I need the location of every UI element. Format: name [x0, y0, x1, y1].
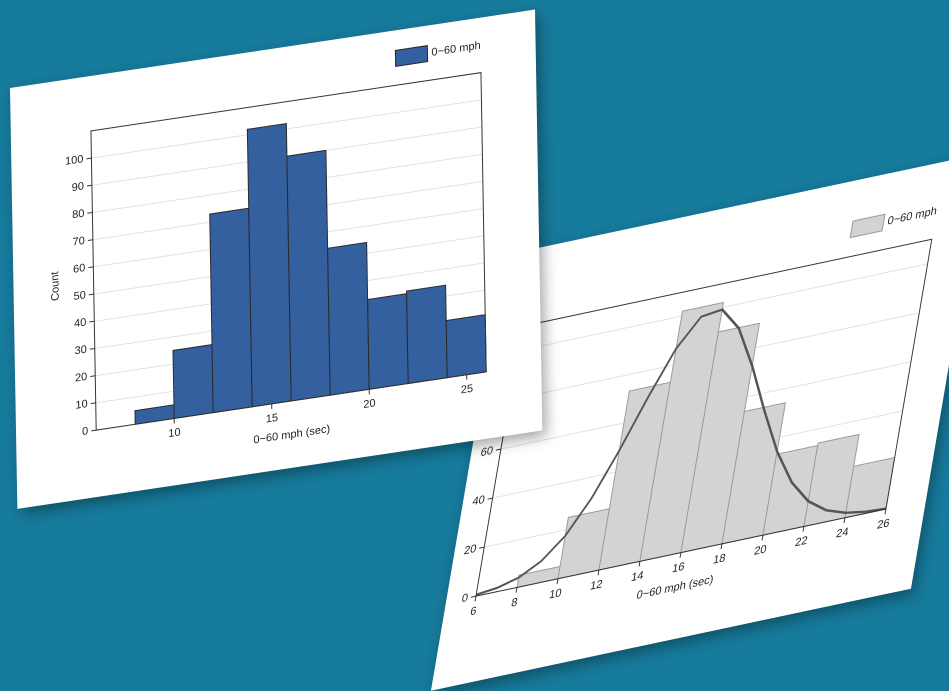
bar	[247, 124, 291, 407]
y-tick-label: 0	[461, 592, 469, 605]
y-tick-label: 80	[72, 208, 84, 222]
x-tick	[885, 509, 886, 514]
bar	[407, 285, 448, 383]
chart: 0 10 20 30 40 50 60 70 80 90 100 10 15 20 25 0~60 mph (…	[10, 10, 542, 509]
legend-label: 0~60 mph	[887, 205, 938, 227]
y-tick-label: 100	[65, 153, 84, 168]
x-tick-label: 12	[589, 578, 603, 593]
x-tick-label: 18	[712, 552, 726, 567]
y-tick-label: 30	[74, 344, 86, 358]
y-tick	[90, 376, 95, 377]
bar	[173, 345, 213, 419]
x-tick-label: 24	[835, 526, 850, 541]
x-tick-label: 14	[630, 569, 645, 584]
y-tick-label: 20	[463, 543, 477, 558]
x-tick	[721, 544, 722, 549]
x-tick-label: 16	[671, 561, 685, 576]
bar	[446, 315, 486, 378]
chart-card: 0 10 20 30 40 50 60 70 80 90 100 10 15 20 25 0~60 mph (…	[10, 10, 542, 509]
y-tick-label: 0	[82, 425, 88, 438]
y-tick	[479, 547, 484, 548]
x-tick-label: 15	[266, 412, 278, 426]
legend-label: 0~60 mph	[431, 40, 480, 59]
y-tick-label: 50	[73, 289, 85, 303]
y-axis-label: Count	[49, 271, 61, 302]
x-tick-label: 10	[168, 426, 180, 440]
x-tick-label: 6	[469, 605, 477, 618]
x-axis-label: 0~60 mph (sec)	[636, 574, 715, 602]
x-tick	[803, 526, 804, 531]
y-tick	[90, 349, 95, 350]
y-tick	[89, 294, 94, 295]
y-tick-label: 90	[72, 180, 84, 194]
y-tick-label: 10	[75, 398, 87, 412]
x-tick-label: 20	[363, 397, 375, 411]
y-tick	[88, 267, 93, 268]
bar	[368, 294, 409, 390]
x-tick	[557, 579, 558, 584]
x-tick	[844, 518, 845, 523]
y-tick-label: 40	[74, 316, 86, 330]
y-tick	[89, 321, 94, 322]
y-tick	[488, 498, 493, 499]
y-tick	[91, 430, 96, 431]
y-tick	[88, 240, 93, 241]
x-tick-label: 25	[461, 383, 473, 397]
x-tick-label: 10	[548, 587, 562, 602]
x-tick	[598, 570, 599, 575]
legend-swatch	[395, 46, 427, 67]
y-tick	[496, 449, 501, 450]
x-tick	[475, 596, 476, 601]
y-tick	[471, 596, 476, 597]
page: 020406080100681012141618202224260~60 mph…	[0, 0, 949, 654]
y-tick	[91, 403, 96, 404]
x-tick	[639, 561, 640, 566]
bar	[210, 208, 252, 412]
x-tick-label: 26	[876, 517, 890, 532]
x-tick	[680, 553, 681, 558]
x-tick	[762, 535, 763, 540]
x-tick-label: 20	[753, 543, 767, 558]
y-tick-label: 60	[73, 262, 85, 276]
y-tick-label: 60	[480, 445, 494, 460]
x-tick-label: 22	[794, 535, 808, 550]
x-tick	[516, 587, 517, 592]
y-tick-label: 40	[471, 494, 485, 509]
bar	[287, 150, 330, 401]
x-tick-label: 8	[510, 596, 518, 609]
y-tick-label: 20	[75, 371, 87, 385]
bar	[328, 242, 370, 395]
x-axis-label: 0~60 mph (sec)	[253, 423, 330, 446]
legend-swatch	[850, 214, 885, 237]
y-tick	[87, 185, 92, 186]
y-tick-label: 70	[73, 235, 85, 249]
y-tick	[86, 158, 91, 159]
bar	[517, 566, 560, 587]
y-tick	[87, 213, 92, 214]
